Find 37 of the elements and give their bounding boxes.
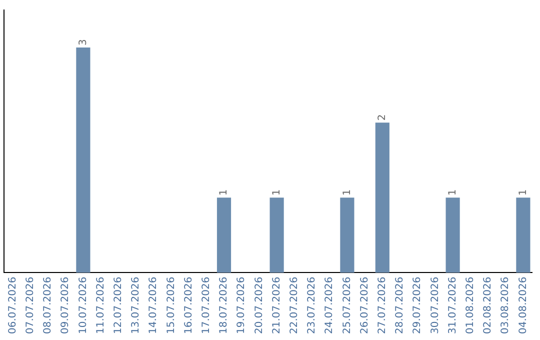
x-tick-label: 08.07.2026: [42, 276, 54, 334]
x-tick-label: 28.07.2026: [394, 276, 406, 334]
x-tick-label: 18.07.2026: [218, 276, 230, 334]
data-label: 1: [271, 189, 282, 196]
x-tick-label: 09.07.2026: [60, 276, 72, 334]
x-tick-label: 24.07.2026: [324, 276, 336, 334]
data-label: 1: [518, 189, 529, 196]
data-label: 2: [376, 114, 388, 121]
x-tick-label: 26.07.2026: [359, 276, 370, 334]
x-tick-label: 23.07.2026: [306, 276, 318, 334]
x-tick-label: 30.07.2026: [430, 276, 441, 334]
x-tick-label: 27.07.2026: [376, 276, 388, 334]
x-tick-label: 31.07.2026: [447, 276, 458, 334]
x-tick-label: 20.07.2026: [254, 276, 265, 334]
x-tick-label: 14.07.2026: [148, 276, 160, 334]
data-label: 1: [218, 189, 230, 196]
x-tick-label: 25.07.2026: [342, 276, 353, 334]
data-label: 1: [342, 189, 353, 196]
x-tick-label: 04.08.2026: [518, 276, 529, 334]
x-tick-label: 22.07.2026: [288, 276, 300, 334]
x-tick-label: 06.07.2026: [7, 276, 18, 334]
x-tick-label: 15.07.2026: [166, 276, 177, 334]
x-tick-label: 16.07.2026: [183, 276, 194, 334]
x-tick-label: 03.08.2026: [500, 276, 512, 334]
x-tick-label: 07.07.2026: [24, 276, 36, 334]
data-label: 3: [78, 39, 89, 46]
data-label: 1: [447, 189, 458, 196]
x-tick-label: 01.08.2026: [464, 276, 476, 334]
x-tick-label: 02.08.2026: [482, 276, 494, 334]
x-tick-label: 11.07.2026: [95, 276, 106, 334]
x-tick-label: 21.07.2026: [271, 276, 282, 334]
x-tick-label: 17.07.2026: [200, 276, 212, 334]
x-tick-label: 10.07.2026: [78, 276, 89, 334]
x-tick-label: 12.07.2026: [112, 276, 124, 334]
x-tick-label: 13.07.2026: [130, 276, 142, 334]
x-tick-label: 19.07.2026: [236, 276, 248, 334]
x-tick-label: 29.07.2026: [412, 276, 424, 334]
